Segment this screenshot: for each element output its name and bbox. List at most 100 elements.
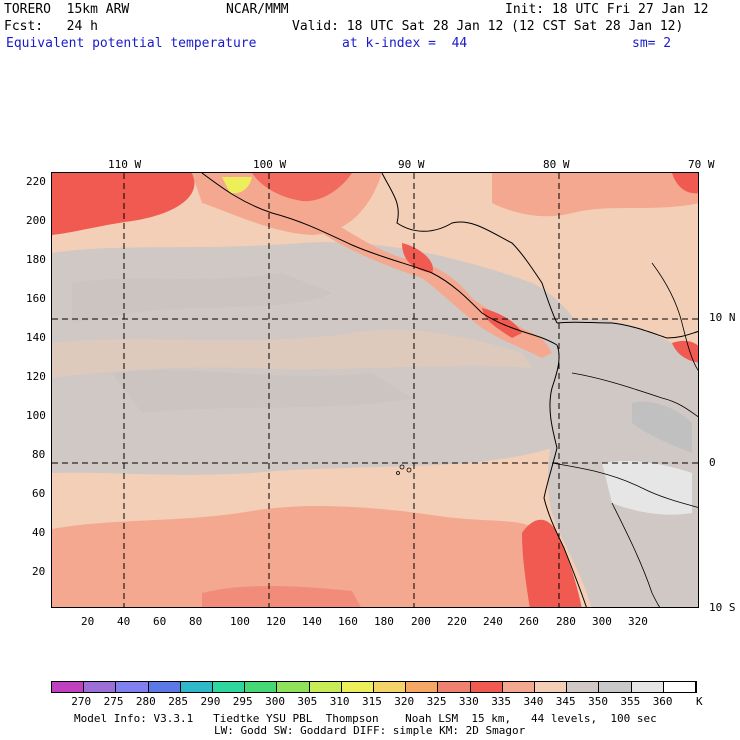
x-tick-280: 280: [556, 615, 576, 628]
colorbar-label: 305: [297, 695, 318, 708]
y-tick-200: 200: [26, 214, 46, 227]
pale-band: [52, 329, 532, 378]
field-title: Equivalent potential temperature: [6, 36, 257, 51]
colorbar-swatch: [535, 682, 568, 692]
x-tick-320: 320: [628, 615, 648, 628]
colorbar-swatch: [470, 682, 503, 692]
colorbar: [51, 681, 697, 693]
peru-coast-warm: [522, 519, 582, 607]
map-svg: [52, 173, 698, 607]
x-tick-220: 220: [447, 615, 467, 628]
andes-white-region: [602, 461, 692, 515]
y-tick-180: 180: [26, 253, 46, 266]
nw-warm-region: [52, 173, 195, 235]
y-tick-220: 220: [26, 175, 46, 188]
valid-time: Valid: 18 UTC Sat 28 Jan 12 (12 CST Sat …: [292, 19, 684, 34]
guatemala-warm: [402, 243, 433, 273]
center-name: NCAR/MMM: [226, 2, 289, 17]
colorbar-label: 290: [200, 695, 221, 708]
colorbar-label: 275: [103, 695, 124, 708]
colorbar-label: 360: [652, 695, 673, 708]
galapagos-island: [396, 471, 400, 475]
hot-spot: [222, 177, 252, 194]
x-tick-100: 100: [230, 615, 250, 628]
lat-label-0: 0: [709, 456, 716, 469]
colorbar-label: 320: [394, 695, 415, 708]
y-tick-160: 160: [26, 292, 46, 305]
colorbar-swatch: [631, 682, 664, 692]
init-time: Init: 18 UTC Fri 27 Jan 12: [505, 2, 709, 17]
x-tick-20: 20: [81, 615, 95, 628]
x-tick-240: 240: [483, 615, 503, 628]
forecast-hour: Fcst: 24 h: [4, 19, 98, 34]
colorbar-label: 270: [71, 695, 92, 708]
southern-warm-band: [52, 506, 532, 607]
x-tick-300: 300: [592, 615, 612, 628]
gray-patch: [112, 370, 412, 413]
smoothing-label: sm= 2: [632, 36, 672, 51]
x-tick-80: 80: [189, 615, 203, 628]
map-panel: [51, 172, 699, 608]
model-info-line1: Model Info: V3.3.1 Tiedtke YSU PBL Thomp…: [74, 712, 657, 725]
y-tick-140: 140: [26, 331, 46, 344]
colorbar-label: 315: [362, 695, 382, 708]
y-tick-100: 100: [26, 409, 46, 422]
lon-label-100w: 100 W: [253, 158, 287, 171]
border-line: [611, 502, 661, 607]
colorbar-swatch: [116, 682, 149, 692]
colorbar-swatch: [406, 682, 439, 692]
colorbar-swatch: [599, 682, 632, 692]
andes-gray-region: [632, 401, 692, 453]
lon-label-70w: 70 W: [688, 158, 715, 171]
colorbar-label: 295: [232, 695, 253, 708]
level-label: at k-index = 44: [342, 36, 468, 51]
colorbar-swatch: [502, 682, 536, 692]
colorbar-label: 285: [168, 695, 189, 708]
colorbar-swatch: [148, 682, 181, 692]
x-tick-200: 200: [411, 615, 431, 628]
colorbar-swatch: [84, 682, 117, 692]
x-tick-140: 140: [302, 615, 322, 628]
lon-label-90w: 90 W: [398, 158, 425, 171]
y-tick-40: 40: [32, 526, 46, 539]
colorbar-swatch: [213, 682, 246, 692]
graticule: [52, 173, 698, 607]
pacific-coastline: [201, 173, 558, 346]
colorbar-swatch: [52, 682, 85, 692]
model-name: TORERO 15km ARW: [4, 2, 130, 17]
border-line: [651, 262, 698, 371]
colorbar-swatch: [277, 682, 310, 692]
y-tick-80: 80: [32, 448, 46, 461]
border-line: [571, 372, 698, 418]
colorbar-swatch: [567, 682, 600, 692]
colorbar-swatch: [374, 682, 407, 692]
colorbar-label: 330: [458, 695, 479, 708]
warm-patch: [202, 586, 361, 607]
caribbean-warm: [492, 173, 698, 217]
x-tick-120: 120: [266, 615, 286, 628]
x-tick-40: 40: [117, 615, 131, 628]
x-tick-260: 260: [519, 615, 539, 628]
colorbar-swatch: [245, 682, 278, 692]
colorbar-swatch: [341, 682, 375, 692]
x-tick-60: 60: [153, 615, 167, 628]
y-tick-20: 20: [32, 565, 46, 578]
x-tick-160: 160: [338, 615, 358, 628]
colorbar-label: 280: [135, 695, 156, 708]
colorbar-label: 325: [426, 695, 447, 708]
costa-rica-warm: [482, 308, 522, 338]
colorbar-label: 300: [265, 695, 285, 708]
colorbar-swatch: [180, 682, 214, 692]
lon-label-110w: 110 W: [108, 158, 142, 171]
lat-label-10n: 10 N: [709, 311, 736, 324]
warm-patch: [252, 173, 352, 202]
model-info-line2: LW: Godd SW: Goddard DIFF: simple KM: 2D…: [214, 724, 526, 737]
y-tick-60: 60: [32, 487, 46, 500]
colorbar-label: 340: [523, 695, 544, 708]
colombia-coastline: [556, 321, 698, 339]
caribbean-coastline: [381, 173, 558, 324]
galapagos-island: [406, 467, 412, 473]
colorbar-swatch: [309, 682, 342, 692]
caribbean-hot-spot: [672, 173, 698, 194]
lon-label-80w: 80 W: [543, 158, 570, 171]
